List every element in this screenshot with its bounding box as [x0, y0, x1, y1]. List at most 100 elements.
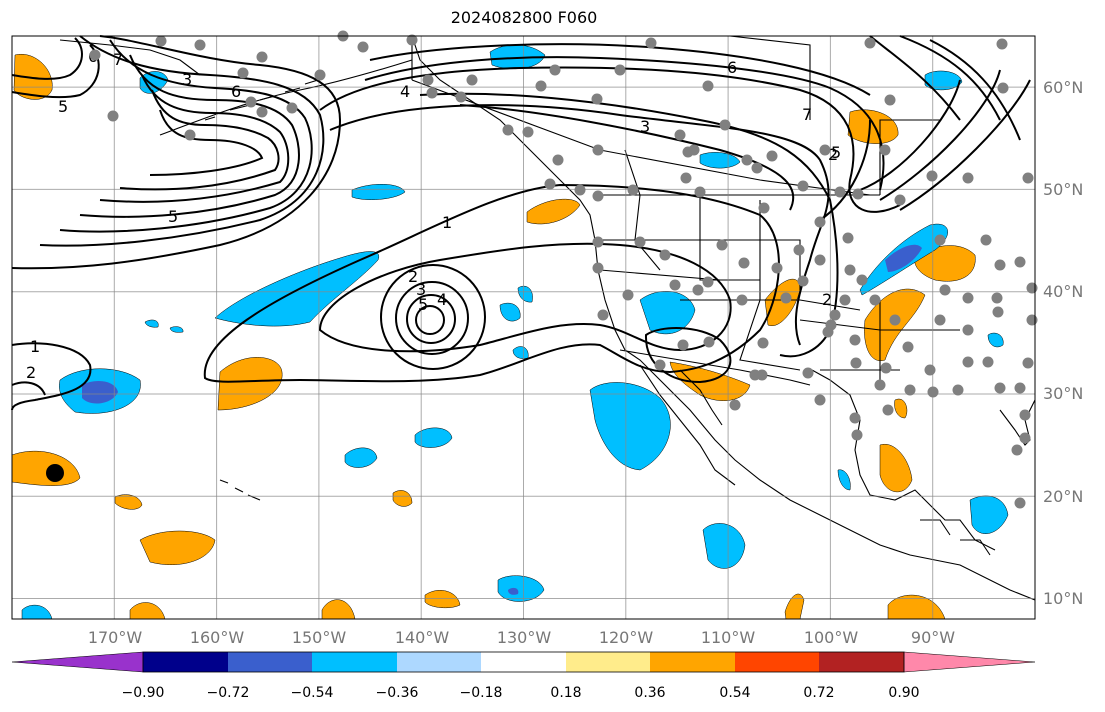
station-marker [856, 274, 868, 286]
lat-tick-label: 30°N [1043, 384, 1083, 403]
station-marker [952, 384, 964, 396]
station-marker [1022, 357, 1034, 369]
station-marker [962, 292, 974, 304]
colorbar-tick-label: 0.18 [550, 685, 581, 701]
station-marker [814, 254, 826, 266]
alaska-coastline [59, 39, 413, 136]
contour-label: 3 [640, 117, 650, 136]
canada-borders [411, 35, 940, 196]
station-marker [991, 292, 1003, 304]
colorbar-segment [819, 652, 904, 672]
negative-anomaly-patch [837, 469, 851, 491]
station-marker [939, 284, 951, 296]
station-marker [237, 67, 249, 79]
station-marker [680, 172, 692, 184]
contour-line [99, 74, 290, 203]
lat-tick-label: 20°N [1043, 487, 1083, 506]
colorbar-tick-label: 0.36 [634, 685, 665, 701]
station-marker [716, 239, 728, 251]
station-marker [654, 359, 666, 371]
lat-tick-label: 50°N [1043, 180, 1083, 199]
station-marker [839, 294, 851, 306]
negative-anomaly-patch [344, 447, 378, 468]
station-marker [849, 334, 861, 346]
station-marker [466, 74, 478, 86]
contour-line [11, 37, 83, 80]
station-marker [89, 49, 101, 61]
station-marker [502, 124, 514, 136]
positive-anomaly-patch [424, 590, 461, 609]
colorbar-segment [566, 652, 650, 672]
station-marker [879, 144, 891, 156]
positive-anomaly-patch [526, 198, 581, 225]
contour-label: 3 [182, 70, 192, 89]
station-marker [522, 126, 534, 138]
positive-anomaly-patch [139, 530, 216, 565]
station-marker [597, 309, 609, 321]
positive-anomaly-patch [13, 53, 53, 100]
station-marker [622, 289, 634, 301]
station-marker [926, 170, 938, 182]
station-marker [1022, 172, 1034, 184]
station-marker [645, 37, 657, 49]
positive-anomaly-patch [847, 109, 899, 144]
station-marker [314, 69, 326, 81]
baja-coastline [639, 364, 736, 486]
central-america-borders [920, 519, 991, 556]
contour-label: 5 [58, 97, 68, 116]
contour-label: 7 [802, 105, 812, 124]
station-marker [842, 232, 854, 244]
negative-anomaly-patch [517, 285, 533, 303]
negative-anomaly-patch [497, 575, 545, 602]
map-frame [11, 35, 1036, 620]
lon-tick-label: 130°W [497, 628, 552, 647]
station-marker [771, 262, 783, 274]
contour-line [364, 56, 885, 191]
station-marker [829, 309, 841, 321]
station-marker [884, 94, 896, 106]
station-markers [89, 30, 1038, 509]
contour-line [119, 89, 280, 191]
station-marker [758, 202, 770, 214]
colorbar-extend-low [11, 651, 144, 673]
station-marker [797, 180, 809, 192]
station-marker [702, 80, 714, 92]
station-marker [552, 154, 564, 166]
lon-tick-label: 140°W [395, 628, 450, 647]
contour-label: 1 [30, 337, 40, 356]
station-marker [851, 429, 863, 441]
station-marker [749, 369, 761, 381]
map-title: 2024082800 F060 [450, 8, 598, 27]
station-marker [757, 337, 769, 349]
lat-tick-label: 60°N [1043, 78, 1083, 97]
negative-anomaly-patch [169, 326, 184, 333]
station-marker [994, 259, 1006, 271]
colorbar-segment [735, 652, 819, 672]
station-marker [924, 364, 936, 376]
highlight-marker [46, 464, 64, 482]
station-marker [107, 110, 119, 122]
colorbar-tick-labels: −0.90 −0.72 −0.54 −0.36 −0.18 0.18 0.36 … [122, 685, 920, 701]
negative-anomaly-patch [885, 244, 922, 272]
station-marker [814, 216, 826, 228]
station-marker [844, 264, 856, 276]
station-marker [286, 102, 298, 114]
station-marker [659, 249, 671, 261]
contour-label: 2 [828, 145, 838, 164]
station-marker [834, 186, 846, 198]
lon-tick-label: 150°W [292, 628, 347, 647]
lon-tick-label: 90°W [911, 628, 955, 647]
station-marker [614, 64, 626, 76]
station-marker [904, 384, 916, 396]
colorbar-tick-label: 0.72 [803, 685, 834, 701]
station-marker [692, 284, 704, 296]
lon-tick-label: 110°W [701, 628, 756, 647]
station-marker [797, 275, 809, 287]
lon-tick-label: 170°W [88, 628, 143, 647]
contour-line [39, 35, 325, 247]
contour-label: 4 [437, 290, 447, 309]
station-marker [703, 336, 715, 348]
lat-tick-label: 10°N [1043, 589, 1083, 608]
station-marker [729, 399, 741, 411]
colorbar [11, 651, 1036, 673]
